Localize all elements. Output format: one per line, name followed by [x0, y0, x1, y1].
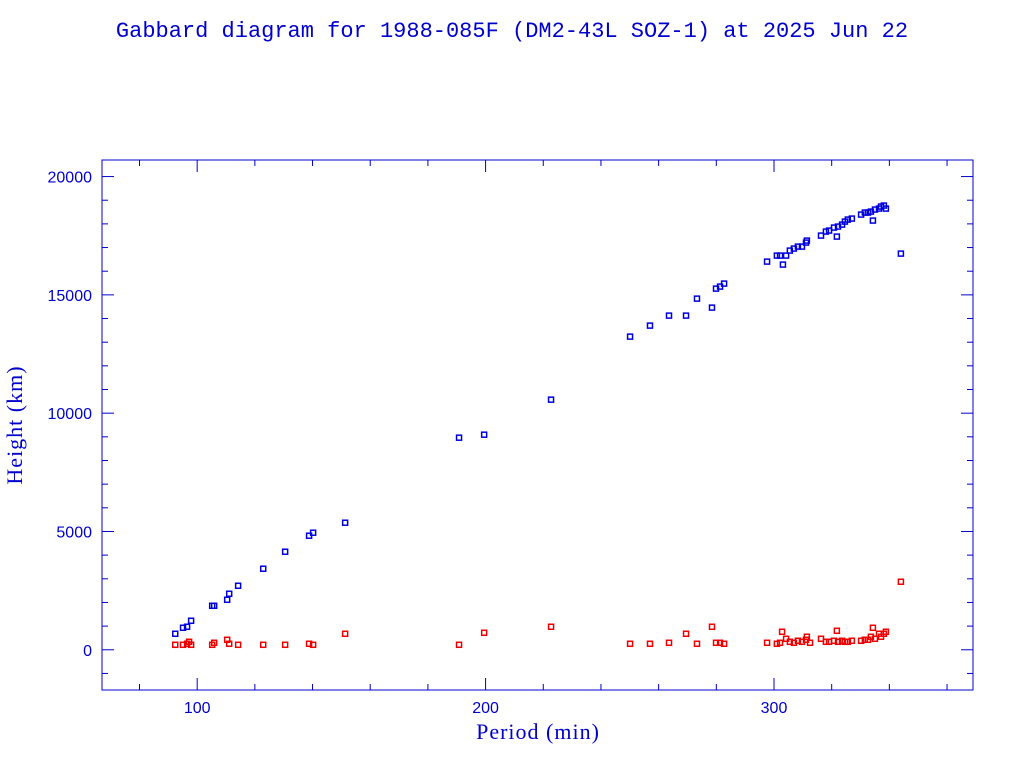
data-point	[480, 629, 488, 637]
data-point	[259, 565, 267, 572]
data-point	[225, 590, 233, 597]
data-point	[547, 396, 555, 403]
series-perigee	[172, 578, 905, 649]
data-point	[786, 638, 794, 646]
series-apogee	[172, 202, 905, 638]
data-point	[626, 640, 634, 648]
data-point	[848, 637, 856, 645]
data-point	[869, 624, 877, 632]
x-axis-label: Period (min)	[476, 719, 600, 744]
data-point	[844, 216, 852, 223]
data-point	[869, 217, 877, 224]
data-point	[716, 639, 724, 647]
data-point	[309, 641, 317, 649]
data-point	[833, 233, 841, 240]
data-point	[179, 641, 187, 649]
data-point	[712, 639, 720, 647]
chart-title: Gabbard diagram for 1988-085F (DM2-43L S…	[116, 19, 908, 44]
data-point	[341, 630, 349, 638]
x-tick-label: 100	[184, 700, 211, 717]
y-tick-label: 10000	[48, 406, 93, 423]
data-point	[693, 640, 701, 648]
data-point	[693, 295, 701, 302]
data-point	[234, 582, 242, 590]
data-point	[857, 637, 865, 645]
data-point	[871, 635, 879, 643]
data-point	[763, 258, 771, 265]
data-point	[480, 431, 488, 438]
data-point	[172, 641, 179, 649]
data-point	[806, 639, 814, 647]
data-point	[305, 640, 313, 648]
data-point	[833, 627, 841, 635]
data-point	[210, 602, 218, 610]
data-point	[844, 638, 852, 646]
data-point	[782, 252, 790, 259]
data-point	[817, 232, 825, 239]
data-point	[779, 261, 787, 268]
data-point	[882, 205, 890, 212]
data-point	[626, 333, 634, 340]
data-point	[830, 224, 838, 231]
x-tick-label: 200	[472, 700, 499, 717]
data-point	[646, 322, 654, 329]
data-point	[882, 628, 890, 636]
data-point	[281, 548, 289, 555]
data-point	[281, 641, 289, 649]
data-point	[834, 638, 842, 646]
y-tick-label: 15000	[48, 288, 93, 305]
data-point	[455, 641, 463, 649]
data-point	[871, 206, 879, 213]
data-point	[763, 639, 771, 647]
data-point	[897, 250, 905, 257]
data-point	[830, 637, 838, 645]
data-point	[794, 243, 802, 250]
data-point	[665, 639, 673, 647]
data-point	[708, 304, 716, 311]
data-point	[720, 280, 728, 287]
data-point	[776, 252, 784, 259]
data-point	[225, 640, 233, 648]
data-point	[798, 243, 806, 250]
data-point	[172, 630, 179, 638]
data-point	[183, 623, 191, 631]
y-tick-label: 5000	[56, 524, 92, 541]
data-point	[803, 237, 811, 244]
data-point	[234, 641, 242, 649]
data-point	[682, 630, 690, 638]
data-point	[720, 640, 728, 648]
data-point	[708, 623, 716, 631]
data-point	[776, 639, 784, 647]
axis-ticks: 100 200 300 0 5000 10000 15000 20000	[48, 160, 973, 717]
y-tick-label: 0	[83, 643, 92, 660]
data-point	[803, 633, 811, 641]
data-point	[455, 434, 463, 441]
data-point	[341, 519, 349, 526]
data-point	[309, 529, 317, 536]
data-point	[646, 640, 654, 648]
y-tick-label: 20000	[48, 170, 93, 187]
data-point	[848, 215, 856, 222]
x-tick-label: 300	[761, 700, 788, 717]
data-point	[179, 624, 187, 631]
data-point	[897, 578, 905, 586]
data-point	[665, 312, 673, 319]
data-point	[210, 639, 218, 647]
data-points	[172, 202, 905, 649]
data-point	[794, 637, 802, 645]
data-point	[778, 628, 786, 636]
data-point	[223, 596, 231, 604]
data-point	[187, 617, 195, 625]
data-point	[259, 641, 267, 649]
data-point	[682, 312, 690, 319]
y-axis-label: Height (km)	[2, 365, 27, 484]
data-point	[187, 641, 195, 649]
plot-frame	[101, 159, 974, 691]
data-point	[547, 623, 555, 631]
